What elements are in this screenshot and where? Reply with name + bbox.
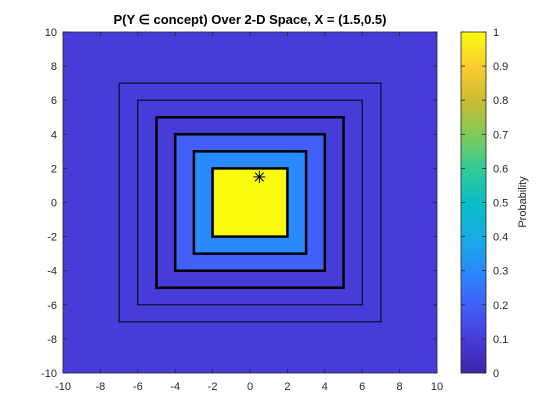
colorbar-tick-label: 0.3 [493,266,508,278]
colorbar-tick-label: 0.2 [493,300,508,312]
y-tick-label: 6 [51,95,57,107]
colorbar-tick-label: 0 [493,368,499,380]
y-tick-label: -8 [47,334,57,346]
y-axis: -10 -8 -6 -4 -2 0 2 4 6 8 10 [41,27,437,380]
colorbar-gradient [460,31,487,374]
y-tick-label: -10 [41,368,57,380]
x-tick-label: 0 [247,381,253,393]
colorbar-tick-label: 1 [493,27,499,39]
y-tick-label: 4 [51,129,57,141]
colorbar-tick-label: 0.1 [493,334,508,346]
x-tick-label: -10 [55,381,71,393]
x-tick-label: 10 [431,381,443,393]
colorbar-tick-label: 0.9 [493,61,508,73]
colorbar-tick-label: 0.4 [493,232,508,244]
x-tick-label: -4 [170,381,180,393]
y-tick-label: 10 [45,27,57,39]
point-marker [253,170,266,183]
x-tick-label: 8 [397,381,403,393]
colorbar-tick-label: 0.7 [493,129,508,141]
contour-region-6 [211,167,289,238]
colorbar-label: Probability [517,176,529,228]
x-axis: -10 -8 -6 -4 -2 0 2 4 6 8 10 [55,32,443,393]
y-tick-label: -2 [47,232,57,244]
colorbar-tick-label: 0.8 [493,95,508,107]
y-tick-label: -6 [47,300,57,312]
colorbar: 0 0.1 0.2 0.3 0.4 0.5 0.6 0.7 0.8 0.9 1 [460,27,508,380]
x-tick-label: -6 [133,381,143,393]
x-tick-label: -2 [208,381,218,393]
y-tick-label: 2 [51,163,57,175]
y-tick-label: -4 [47,266,57,278]
chart-title: P(Y ∈ concept) Over 2-D Space, X = (1.5,… [114,12,387,27]
x-tick-label: 6 [359,381,365,393]
x-tick-label: 2 [284,381,290,393]
colorbar-tick-label: 0.6 [493,163,508,175]
plot-area [62,31,438,374]
x-tick-label: -8 [96,381,106,393]
y-tick-label: 8 [51,61,57,73]
y-tick-label: 0 [51,198,57,210]
x-tick-label: 4 [322,381,328,393]
colorbar-tick-label: 0.5 [493,198,508,210]
